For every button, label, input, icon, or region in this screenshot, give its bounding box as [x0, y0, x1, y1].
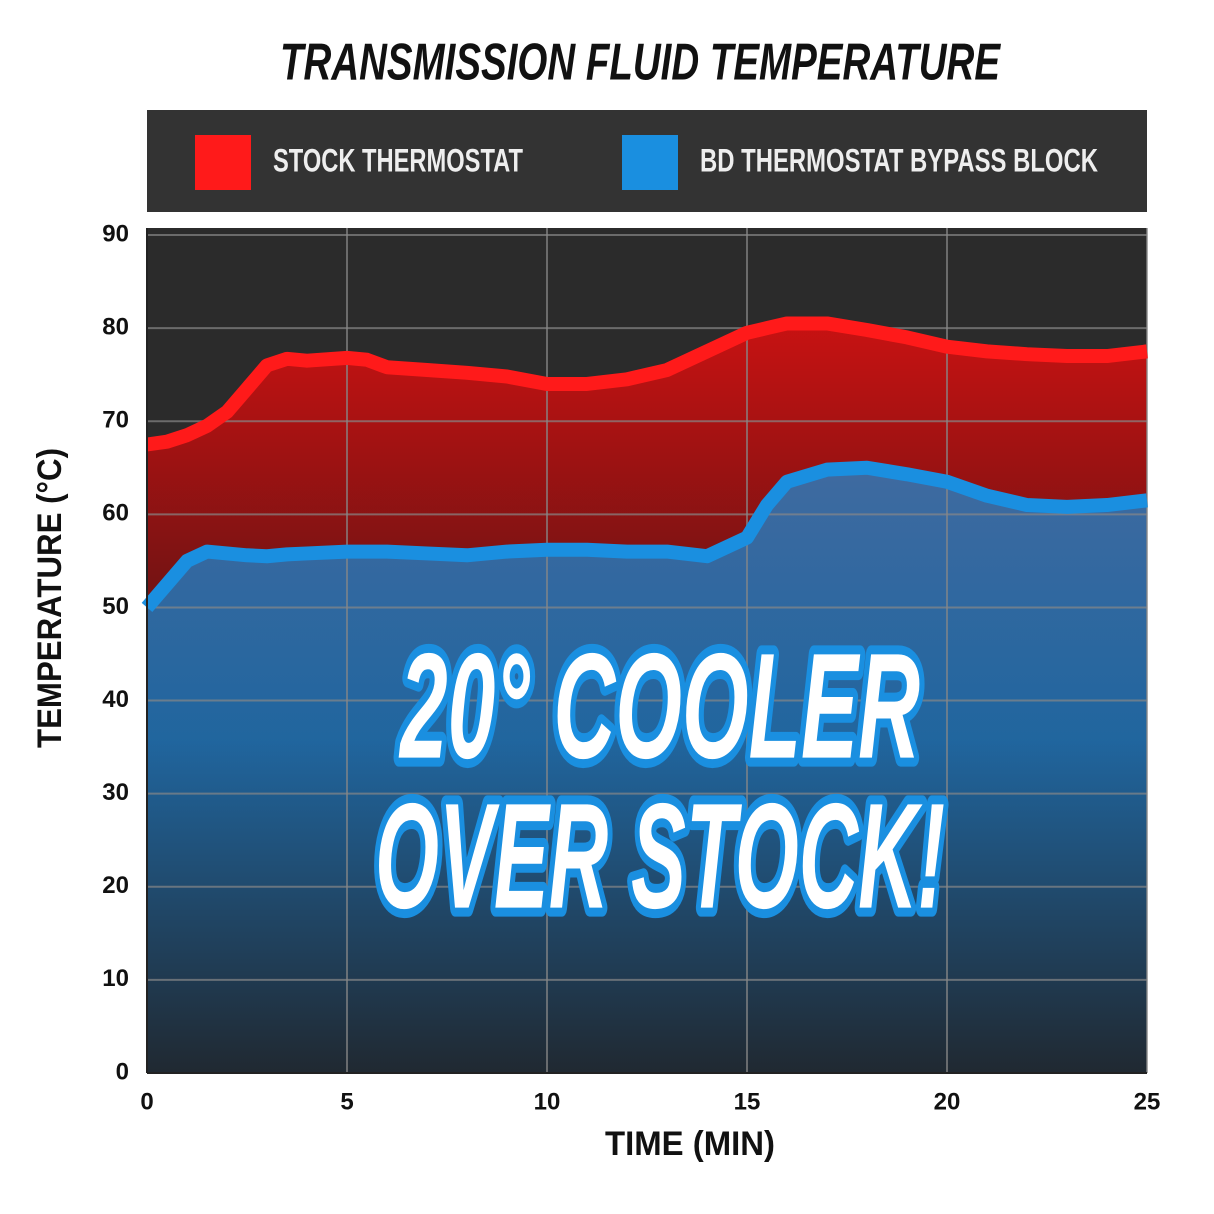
- y-tick-label: 20: [102, 872, 129, 899]
- x-tick-label: 10: [534, 1088, 561, 1115]
- x-tick-label: 20: [934, 1088, 961, 1115]
- y-tick-label: 50: [102, 593, 129, 620]
- annotation: 20° COOLER: [398, 622, 920, 790]
- y-tick-label: 60: [102, 500, 129, 527]
- areas: [147, 323, 1147, 1073]
- x-tick-label: 15: [734, 1088, 761, 1115]
- y-axis-label: TEMPERATURE (°C): [31, 448, 69, 748]
- x-tick-label: 25: [1134, 1088, 1161, 1115]
- legend-label: BD THERMOSTAT BYPASS BLOCK: [700, 142, 1098, 178]
- lines: [141, 316, 1148, 613]
- legend-swatch: [622, 135, 678, 190]
- legend-swatch: [195, 135, 251, 190]
- x-axis-label: TIME (MIN): [605, 1125, 775, 1163]
- chart-title: TRANSMISSION FLUID TEMPERATURE: [280, 34, 1001, 92]
- y-tick-label: 10: [102, 965, 129, 992]
- legend-label: STOCK THERMOSTAT: [273, 142, 523, 178]
- line: [141, 460, 1148, 613]
- area: [147, 467, 1147, 1073]
- x-tick-label: 5: [340, 1088, 353, 1115]
- annotation: OVER STOCK!: [375, 772, 945, 940]
- y-tick-label: 80: [102, 313, 129, 340]
- y-tick-label: 30: [102, 779, 129, 806]
- y-tick-label: 70: [102, 407, 129, 434]
- line: [146, 316, 1148, 452]
- y-tick-label: 40: [102, 686, 129, 713]
- y-tick-label: 0: [116, 1058, 129, 1085]
- x-tick-label: 0: [140, 1088, 153, 1115]
- y-tick-label: 90: [102, 220, 129, 247]
